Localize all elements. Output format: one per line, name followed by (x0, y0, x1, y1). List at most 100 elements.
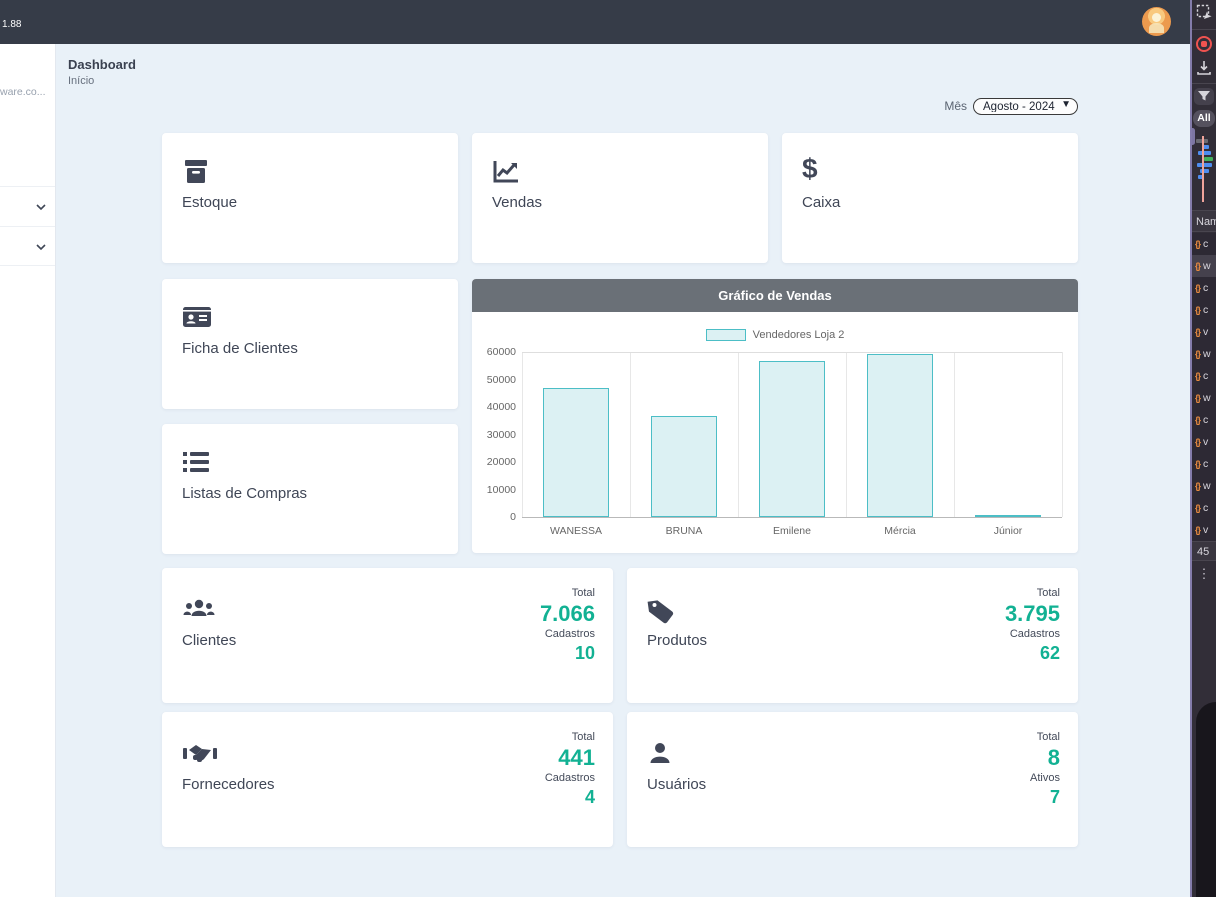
x-axis-label: Emilene (773, 525, 811, 537)
network-request-row[interactable]: {} c (1192, 409, 1216, 431)
network-request-row[interactable]: {} c (1192, 497, 1216, 519)
network-request-row[interactable]: {} w (1192, 387, 1216, 409)
network-request-row[interactable]: {} c (1192, 233, 1216, 255)
handshake-icon (182, 741, 218, 770)
script-file-icon: {} (1195, 371, 1201, 381)
stat-card-produtos[interactable]: Produtos Total 3.795 Cadastros 62 (627, 568, 1078, 703)
sales-chart-card: Gráfico de Vendas Vendedores Loja 2 0 100… (472, 279, 1078, 553)
request-name: w (1203, 348, 1211, 360)
devtools-panel: All Nam {}c{}w{}c{}c{}v{}w{}c{}w{}c{}v{}… (1190, 0, 1216, 897)
script-file-icon: {} (1195, 283, 1201, 293)
script-file-icon: {} (1195, 481, 1201, 491)
month-select[interactable]: Agosto - 2024 (973, 98, 1078, 115)
gridline (630, 352, 631, 517)
sidebar-menu-item-2[interactable] (0, 226, 55, 266)
x-axis-label: Júnior (993, 525, 1023, 537)
gridline (1062, 352, 1063, 517)
kebab-menu-icon[interactable]: ⋮ (1197, 566, 1211, 581)
request-name: c (1203, 304, 1209, 316)
stat-card-label: Clientes (182, 632, 237, 649)
request-name: w (1203, 260, 1211, 272)
chevron-down-icon (36, 204, 46, 211)
request-name: c (1203, 414, 1209, 426)
stat-value: 7 (1049, 787, 1060, 807)
stat-card-usuarios[interactable]: Usuários Total 8 Ativos 7 (627, 712, 1078, 847)
main-content: Dashboard Início Mês Agosto - 2024 ▼ Est… (56, 44, 1190, 897)
stat-value: 62 (1039, 643, 1060, 663)
chart-legend: Vendedores Loja 2 (472, 329, 1078, 341)
script-file-icon: {} (1195, 261, 1201, 271)
version-text: 1.88 (2, 19, 22, 30)
sidebar-brand-text: ware.co... (0, 86, 46, 98)
network-overview-chart (1192, 136, 1216, 202)
sidebar-menu-item-1[interactable] (0, 186, 55, 226)
filter-icon[interactable] (1194, 88, 1214, 105)
y-axis-tick-label: 50000 (486, 373, 516, 386)
stat-values: Total 3.795 Cadastros 62 (1005, 586, 1060, 664)
request-name: v (1203, 326, 1209, 338)
network-request-row[interactable]: {} w (1192, 343, 1216, 365)
gridline (846, 352, 847, 517)
stat-value: 4 (584, 787, 595, 807)
nav-card-listas-de-compras[interactable]: Listas de Compras (162, 424, 458, 554)
top-navbar: 1.88 (0, 0, 1190, 44)
nav-card-vendas[interactable]: Vendas (472, 133, 768, 263)
black-rounded-overlay (1196, 702, 1216, 897)
stat-card-label: Fornecedores (182, 776, 275, 793)
legend-swatch (705, 329, 746, 341)
download-icon[interactable] (1192, 60, 1216, 81)
network-request-row[interactable]: {} c (1192, 453, 1216, 475)
request-name: w (1203, 392, 1211, 404)
y-axis-tick-label: 30000 (486, 428, 516, 441)
nav-card-label: Ficha de Clientes (182, 340, 298, 357)
chevron-down-icon (36, 244, 46, 251)
script-file-icon: {} (1195, 393, 1201, 403)
script-file-icon: {} (1195, 415, 1201, 425)
stat-caption: Total (571, 731, 595, 743)
chart-top-border (522, 352, 1062, 353)
bar-Júnior (975, 515, 1041, 517)
archive-box-icon (182, 159, 210, 190)
filter-all-button[interactable]: All (1193, 110, 1215, 127)
request-count: 45 (1192, 541, 1216, 561)
request-name: c (1203, 458, 1209, 470)
script-file-icon: {} (1195, 525, 1201, 535)
nav-card-caixa[interactable]: $ Caixa (782, 133, 1078, 263)
bar-Mércia (867, 354, 933, 517)
stat-caption: Total (1036, 731, 1060, 743)
request-name: c (1203, 370, 1209, 382)
panel-drag-handle[interactable] (1192, 128, 1195, 145)
network-request-row[interactable]: {} w (1192, 255, 1216, 277)
chart-line-icon (492, 159, 520, 190)
network-request-row[interactable]: {} c (1192, 299, 1216, 321)
network-name-column-header[interactable]: Nam (1192, 210, 1216, 232)
network-request-row[interactable]: {} v (1192, 431, 1216, 453)
bar-WANESSA (543, 388, 609, 517)
network-request-row[interactable]: {} v (1192, 321, 1216, 343)
network-request-row[interactable]: {} v (1192, 519, 1216, 541)
users-icon (182, 597, 216, 626)
network-request-list: {} c{} w{} c{} c{} v{} w{} c{} w{} c{} v{} c{} w{} c{… (1192, 233, 1216, 541)
stat-card-fornecedores[interactable]: Fornecedores Total 441 Cadastros 4 (162, 712, 613, 847)
gridline (738, 352, 739, 517)
record-button[interactable] (1196, 36, 1212, 52)
nav-card-estoque[interactable]: Estoque (162, 133, 458, 263)
request-name: c (1203, 282, 1209, 294)
stat-card-clientes[interactable]: Clientes Total 7.066 Cadastros 10 (162, 568, 613, 703)
network-request-row[interactable]: {} c (1192, 277, 1216, 299)
x-axis-label: BRUNA (665, 525, 703, 537)
script-file-icon: {} (1195, 327, 1201, 337)
stat-value: 10 (574, 643, 595, 663)
y-axis-tick-label: 10000 (486, 483, 516, 496)
nav-card-ficha-de-clientes[interactable]: Ficha de Clientes (162, 279, 458, 409)
stat-values: Total 441 Cadastros 4 (545, 730, 595, 808)
nav-card-label: Listas de Compras (182, 485, 308, 502)
inspect-element-icon[interactable] (1192, 4, 1216, 26)
network-request-row[interactable]: {} c (1192, 365, 1216, 387)
nav-card-label: Vendas (492, 194, 543, 211)
stat-values: Total 7.066 Cadastros 10 (540, 586, 595, 664)
request-name: v (1203, 436, 1209, 448)
month-filter: Mês Agosto - 2024 ▼ (944, 97, 1078, 115)
network-request-row[interactable]: {} w (1192, 475, 1216, 497)
user-avatar[interactable] (1142, 7, 1171, 36)
